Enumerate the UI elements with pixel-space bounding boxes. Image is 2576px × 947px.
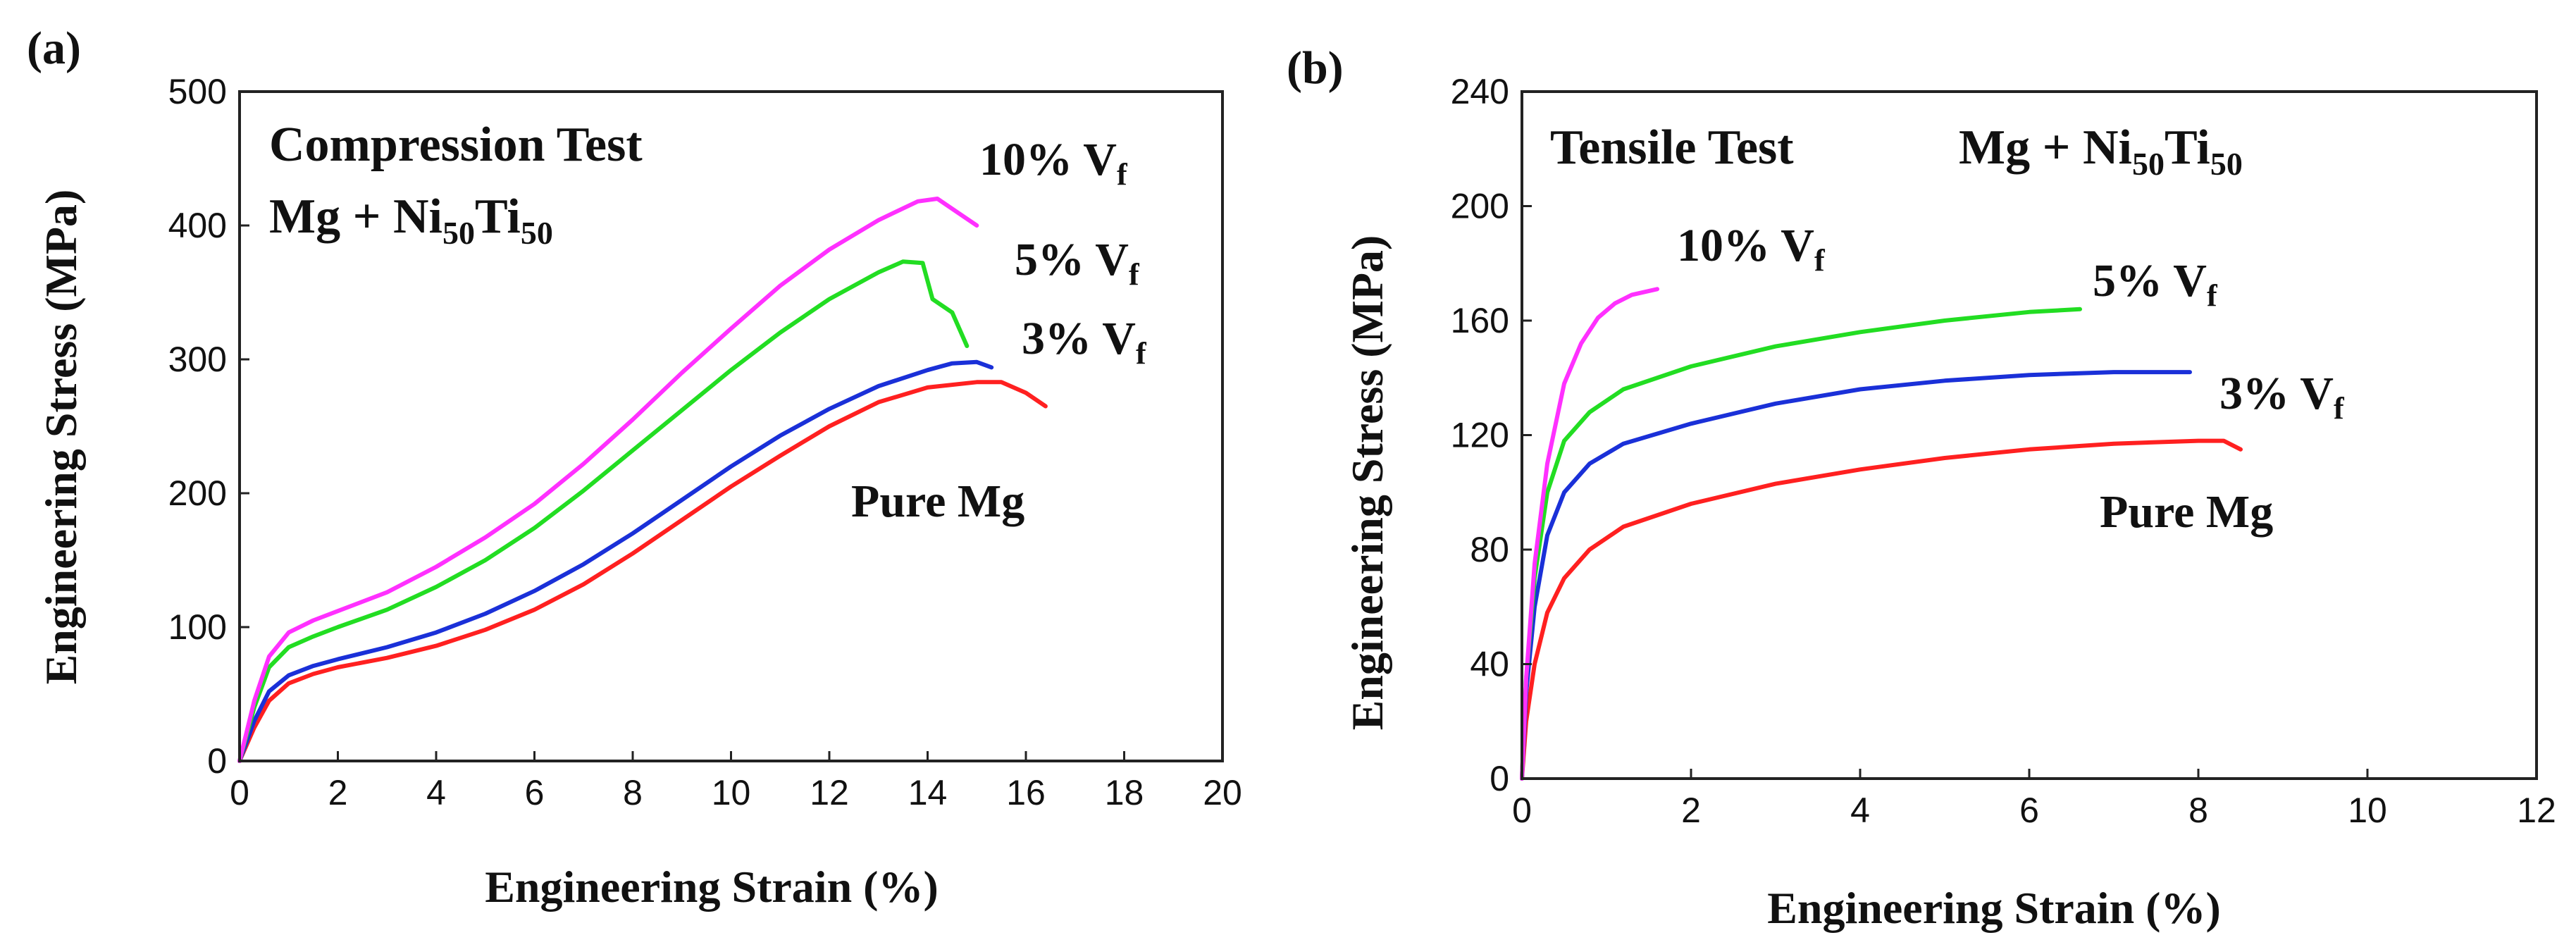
y-tick-label: 100 <box>168 607 227 647</box>
y-tick-label: 300 <box>168 340 227 379</box>
panel-b-x-axis-label: Engineering Strain (%) <box>1767 883 2221 933</box>
panel-a-letter: (a) <box>27 23 81 74</box>
y-tick-label: 400 <box>168 206 227 245</box>
panel-b-plot-frame <box>1521 90 2538 780</box>
y-tick-label: 240 <box>1451 72 1509 111</box>
x-tick-label: 6 <box>525 773 545 812</box>
panel-b-label-3pct-main: 3% V <box>2219 368 2334 419</box>
panel-a-subtitle-base: Mg + Ni <box>269 190 442 244</box>
y-tick-label: 80 <box>1470 530 1509 569</box>
x-tick-label: 0 <box>1512 791 1532 830</box>
panel-a-label-5pct-main: 5% V <box>1015 234 1129 285</box>
panel-a-subtitle-mid: Ti <box>475 190 521 244</box>
panel-b-label-10pct: 10% Vf <box>1677 220 1826 278</box>
panel-a-compression: (a) Engineering Stress (MPa) Engineering… <box>27 23 1242 912</box>
panel-a-series-group <box>237 197 1048 763</box>
curve-5pct-vf <box>237 259 970 763</box>
x-tick-label: 8 <box>2188 791 2208 830</box>
curve-10pct-vf <box>1520 287 1659 781</box>
x-tick-label: 12 <box>2517 791 2556 830</box>
curve-pure-mg <box>237 380 1048 763</box>
x-tick-label: 12 <box>810 773 849 812</box>
x-tick-label: 2 <box>1681 791 1701 830</box>
panel-b-subtitle-mid: Ti <box>2165 120 2210 175</box>
panel-a-y-ticks: 0 100 200 300 400 500 <box>168 72 249 781</box>
panel-a-y-axis-label: Engineering Stress (MPa) <box>36 190 86 685</box>
panel-a-x-ticks: 0 2 4 6 8 10 12 14 16 18 20 <box>230 751 1242 812</box>
y-tick-label: 120 <box>1451 416 1509 455</box>
panel-b-subtitle: Mg + Ni50Ti50 <box>1959 120 2243 182</box>
y-tick-label: 200 <box>168 474 227 513</box>
x-tick-label: 8 <box>623 773 643 812</box>
panel-b-subtitle-sub1: 50 <box>2132 146 2165 182</box>
panel-b-y-axis-label: Engineering Stress (MPa) <box>1342 235 1392 731</box>
panel-a-title: Compression Test <box>269 118 643 172</box>
panel-a-label-5pct-sub: f <box>1129 257 1140 292</box>
x-tick-label: 16 <box>1006 773 1046 812</box>
panel-b-letter: (b) <box>1287 42 1344 94</box>
panel-b-label-pure-mg: Pure Mg <box>2100 486 2273 538</box>
y-tick-label: 0 <box>1490 759 1509 798</box>
x-tick-label: 10 <box>2348 791 2387 830</box>
curve-3pct-vf <box>237 359 994 763</box>
curve-5pct-vf <box>1520 307 2082 781</box>
panel-b-label-10pct-sub: f <box>1814 243 1826 278</box>
panel-a-label-5pct: 5% Vf <box>1015 234 1140 292</box>
panel-a-subtitle: Mg + Ni50Ti50 <box>269 190 553 251</box>
panel-a-label-3pct-main: 3% V <box>1022 313 1136 364</box>
x-tick-label: 0 <box>230 773 249 812</box>
x-tick-label: 18 <box>1105 773 1144 812</box>
x-tick-label: 20 <box>1203 773 1242 812</box>
x-tick-label: 10 <box>712 773 751 812</box>
x-tick-label: 4 <box>1850 791 1870 830</box>
panel-b-series-group <box>1520 287 2243 781</box>
panel-b-label-5pct: 5% Vf <box>2093 255 2218 313</box>
y-tick-label: 160 <box>1451 301 1509 340</box>
panel-a-label-3pct-sub: f <box>1136 336 1147 371</box>
panel-b-y-ticks: 0 40 80 120 160 200 240 <box>1451 72 1532 798</box>
panel-b-label-5pct-main: 5% V <box>2093 255 2207 307</box>
panel-b-label-3pct: 3% Vf <box>2219 368 2345 426</box>
panel-b-title: Tensile Test <box>1550 120 1794 175</box>
panel-a-label-10pct-main: 10% V <box>979 134 1117 185</box>
panel-a-subtitle-sub2: 50 <box>521 215 553 251</box>
y-tick-label: 0 <box>207 741 227 781</box>
panel-a-x-axis-label: Engineering Strain (%) <box>485 862 939 912</box>
panel-b-label-3pct-sub: f <box>2334 391 2345 426</box>
y-tick-label: 500 <box>168 72 227 111</box>
x-tick-label: 14 <box>908 773 948 812</box>
curve-10pct-vf <box>237 197 979 763</box>
panel-b-label-5pct-sub: f <box>2207 278 2218 313</box>
x-tick-label: 6 <box>2019 791 2039 830</box>
x-tick-label: 2 <box>328 773 348 812</box>
panel-b-subtitle-base: Mg + Ni <box>1959 120 2132 175</box>
panel-b-x-ticks: 0 2 4 6 8 10 12 <box>1512 769 2556 830</box>
panel-b-tensile: (b) Engineering Stress (MPa) Engineering… <box>1287 42 2556 933</box>
panel-b-label-10pct-main: 10% V <box>1677 220 1814 271</box>
panel-a-label-pure-mg: Pure Mg <box>851 476 1024 527</box>
panel-a-label-10pct-sub: f <box>1117 157 1128 192</box>
panel-a-label-3pct: 3% Vf <box>1022 313 1147 371</box>
panel-a-subtitle-sub1: 50 <box>442 215 475 251</box>
panel-b-subtitle-sub2: 50 <box>2210 146 2243 182</box>
y-tick-label: 40 <box>1470 645 1509 684</box>
panel-a-label-10pct: 10% Vf <box>979 134 1128 192</box>
curve-pure-mg <box>1520 438 2243 781</box>
x-tick-label: 4 <box>426 773 446 812</box>
y-tick-label: 200 <box>1451 187 1509 226</box>
curve-3pct-vf <box>1520 370 2192 781</box>
